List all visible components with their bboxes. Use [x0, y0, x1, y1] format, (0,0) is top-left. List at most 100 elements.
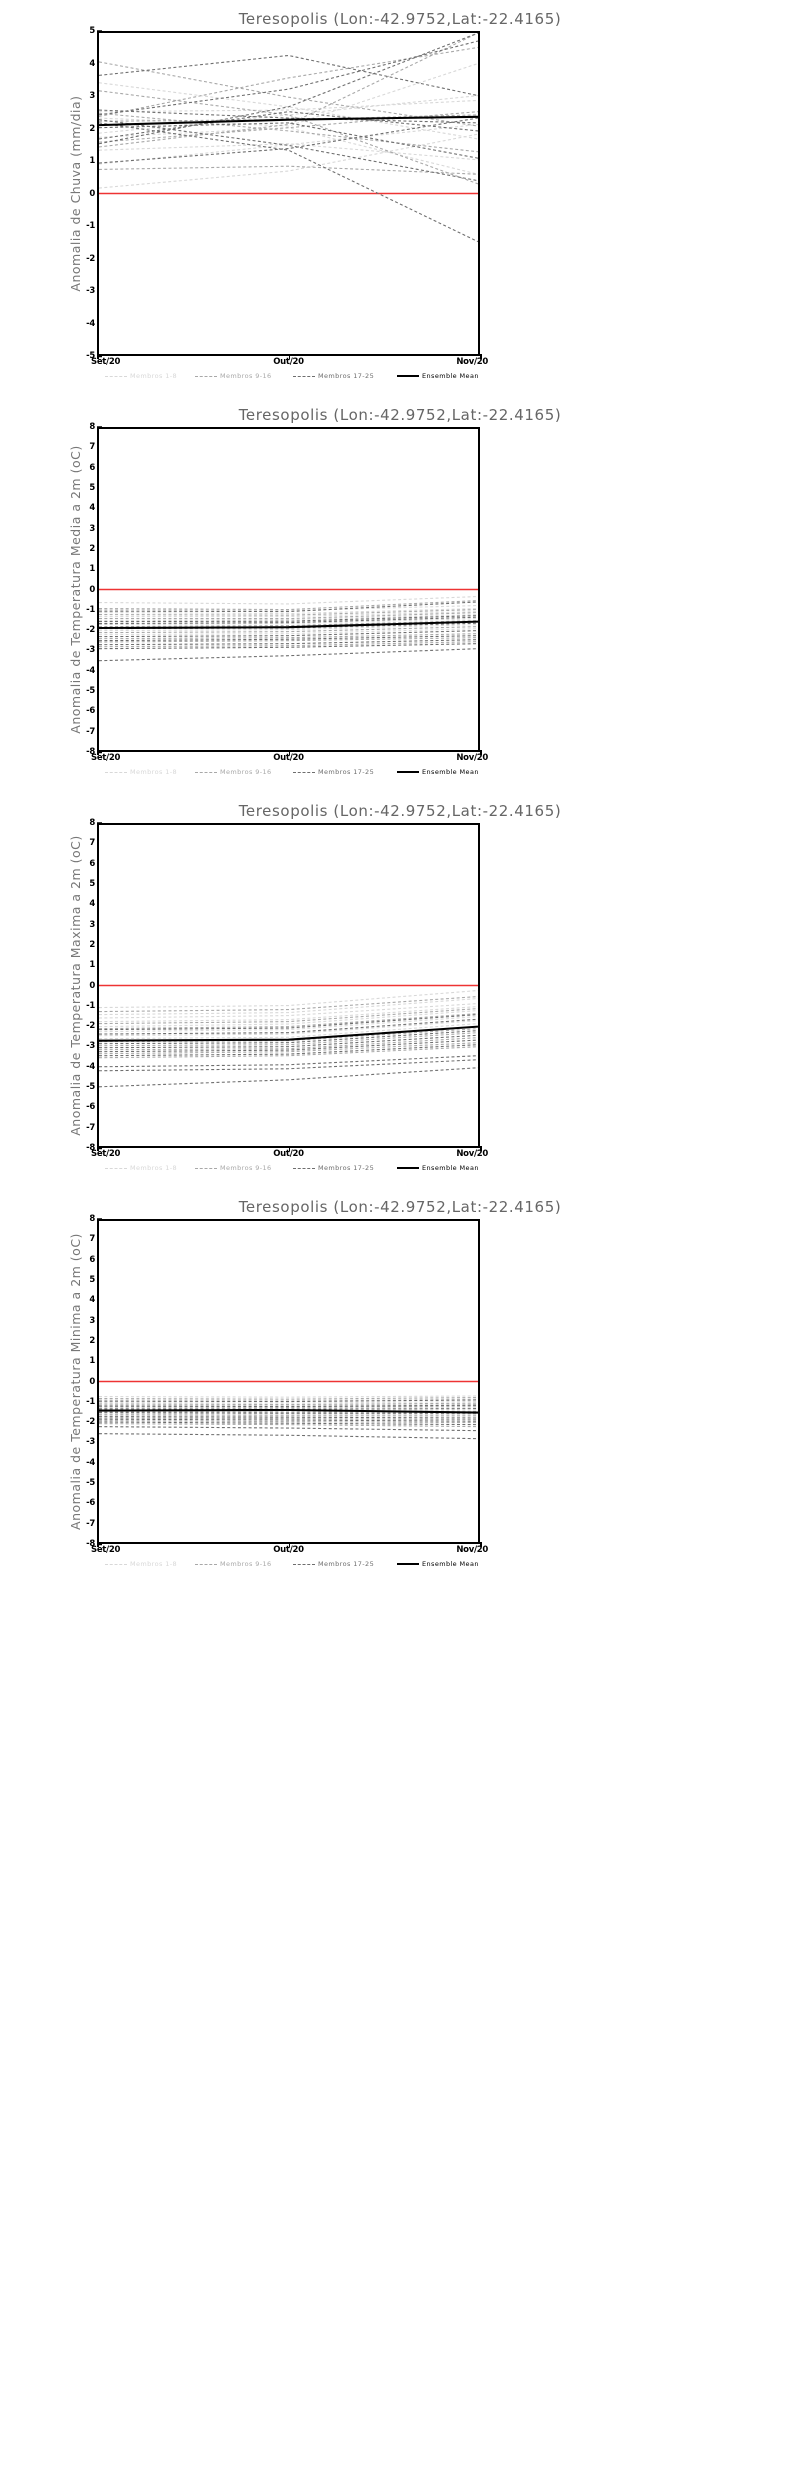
- y-tick-label: -7: [86, 1122, 95, 1133]
- y-tick-mark: [97, 751, 102, 753]
- legend-label: Membros 9-16: [220, 1560, 272, 1568]
- x-tick-mark: [288, 1146, 290, 1151]
- member-line: [99, 1423, 478, 1428]
- y-tick-label: 0: [89, 1376, 95, 1387]
- member-line: [99, 618, 478, 626]
- member-line: [99, 1406, 478, 1409]
- y-tick-label: 7: [89, 1234, 95, 1245]
- legend-item[interactable]: Membros 1-8: [105, 372, 177, 380]
- member-line: [99, 626, 478, 634]
- x-tick-label: Nov/20: [456, 1545, 488, 1555]
- member-line: [99, 639, 478, 646]
- legend-swatch-icon: [195, 1563, 217, 1565]
- member-line: [99, 995, 478, 1013]
- legend-item[interactable]: Membros 1-8: [105, 1164, 177, 1172]
- legend-swatch-icon: [105, 771, 127, 773]
- legend-item[interactable]: Membros 9-16: [195, 372, 272, 380]
- y-tick-label: -1: [86, 604, 95, 615]
- y-tick-label: 4: [89, 58, 95, 69]
- legend-item[interactable]: Membros 17-25: [293, 372, 374, 380]
- legend-item[interactable]: Membros 1-8: [105, 768, 177, 776]
- x-tick-label: Out/20: [273, 753, 304, 763]
- y-tick-label: 3: [89, 1315, 95, 1326]
- member-line: [99, 127, 478, 175]
- member-line: [99, 633, 478, 640]
- y-tick-mark: [97, 1147, 102, 1149]
- member-line: [99, 1401, 478, 1404]
- x-tick-label: Set/20: [91, 753, 121, 763]
- legend-label: Membros 17-25: [318, 372, 375, 380]
- member-line: [99, 133, 478, 189]
- legend-item[interactable]: Membros 9-16: [195, 768, 272, 776]
- member-line: [99, 1404, 478, 1408]
- member-line: [99, 61, 478, 127]
- legend-item[interactable]: Membros 1-8: [105, 1560, 177, 1568]
- legend-item[interactable]: Membros 17-25: [293, 1164, 374, 1172]
- member-line: [99, 165, 478, 175]
- member-line: [99, 628, 478, 636]
- legend-swatch-icon: [105, 1167, 127, 1169]
- legend-swatch-icon: [397, 1167, 419, 1169]
- ensemble-mean-line: [99, 115, 478, 127]
- series-canvas: [99, 984, 478, 1088]
- member-line: [99, 1414, 478, 1416]
- y-tick-label: -3: [86, 286, 95, 296]
- x-tick-mark: [97, 750, 99, 755]
- x-tick-label: Nov/20: [456, 753, 488, 763]
- legend-item[interactable]: Ensemble Mean: [397, 768, 479, 776]
- member-line: [99, 1421, 478, 1426]
- x-tick-mark: [97, 354, 99, 359]
- y-tick-label: 6: [89, 858, 95, 869]
- x-tick-label: Out/20: [273, 1149, 304, 1159]
- y-tick-label: -2: [86, 1021, 95, 1032]
- legend-label: Membros 17-25: [318, 1164, 375, 1172]
- y-tick-label: 2: [89, 543, 95, 554]
- y-tick-label: -2: [86, 1417, 95, 1428]
- x-tick-mark: [480, 354, 482, 359]
- legend-swatch-icon: [397, 771, 419, 773]
- member-line: [99, 1030, 478, 1045]
- member-line: [99, 82, 478, 140]
- member-line: [99, 1059, 478, 1072]
- y-tick-label: 0: [89, 584, 95, 595]
- y-tick-label: 7: [89, 838, 95, 849]
- member-line: [99, 635, 478, 642]
- legend-label: Membros 1-8: [130, 1164, 178, 1172]
- ensemble-mean-line: [99, 1025, 478, 1042]
- x-tick-mark: [288, 354, 290, 359]
- y-tick-mark: [97, 355, 102, 357]
- member-line: [99, 612, 478, 620]
- member-line: [99, 648, 478, 662]
- member-line: [99, 46, 478, 117]
- member-line: [99, 1003, 478, 1019]
- y-tick-label: -6: [86, 706, 95, 717]
- y-tick-label: -4: [86, 1061, 95, 1072]
- member-line: [99, 601, 478, 613]
- member-line: [99, 624, 478, 632]
- legend-swatch-icon: [293, 1167, 315, 1169]
- legend-item[interactable]: Ensemble Mean: [397, 1560, 479, 1568]
- y-tick-label: 1: [89, 156, 95, 166]
- member-line: [99, 1402, 478, 1406]
- legend-item[interactable]: Membros 9-16: [195, 1164, 272, 1172]
- member-line: [99, 1023, 478, 1040]
- x-axis-ticks: Set/20 Out/20 Nov/20: [91, 1544, 488, 1558]
- legend-item[interactable]: Ensemble Mean: [397, 1164, 479, 1172]
- chart-panel-tminima: Teresopolis (Lon:-42.9752,Lat:-22.4165) A…: [0, 1188, 800, 1584]
- legend-item[interactable]: Membros 17-25: [293, 1560, 374, 1568]
- member-line: [99, 1417, 478, 1421]
- chart-title: Teresopolis (Lon:-42.9752,Lat:-22.4165): [238, 802, 562, 820]
- member-line: [99, 599, 478, 611]
- legend-swatch-icon: [293, 771, 315, 773]
- y-tick-label: 3: [89, 523, 95, 534]
- member-line: [99, 1418, 478, 1422]
- plot-area: [97, 427, 480, 752]
- member-line: [99, 1008, 478, 1025]
- member-line: [99, 1426, 478, 1432]
- member-line: [99, 1044, 478, 1057]
- legend-item[interactable]: Ensemble Mean: [397, 372, 479, 380]
- legend-item[interactable]: Membros 9-16: [195, 1560, 272, 1568]
- y-tick-label: 5: [89, 26, 95, 36]
- x-tick-mark: [480, 1146, 482, 1151]
- legend-item[interactable]: Membros 17-25: [293, 768, 374, 776]
